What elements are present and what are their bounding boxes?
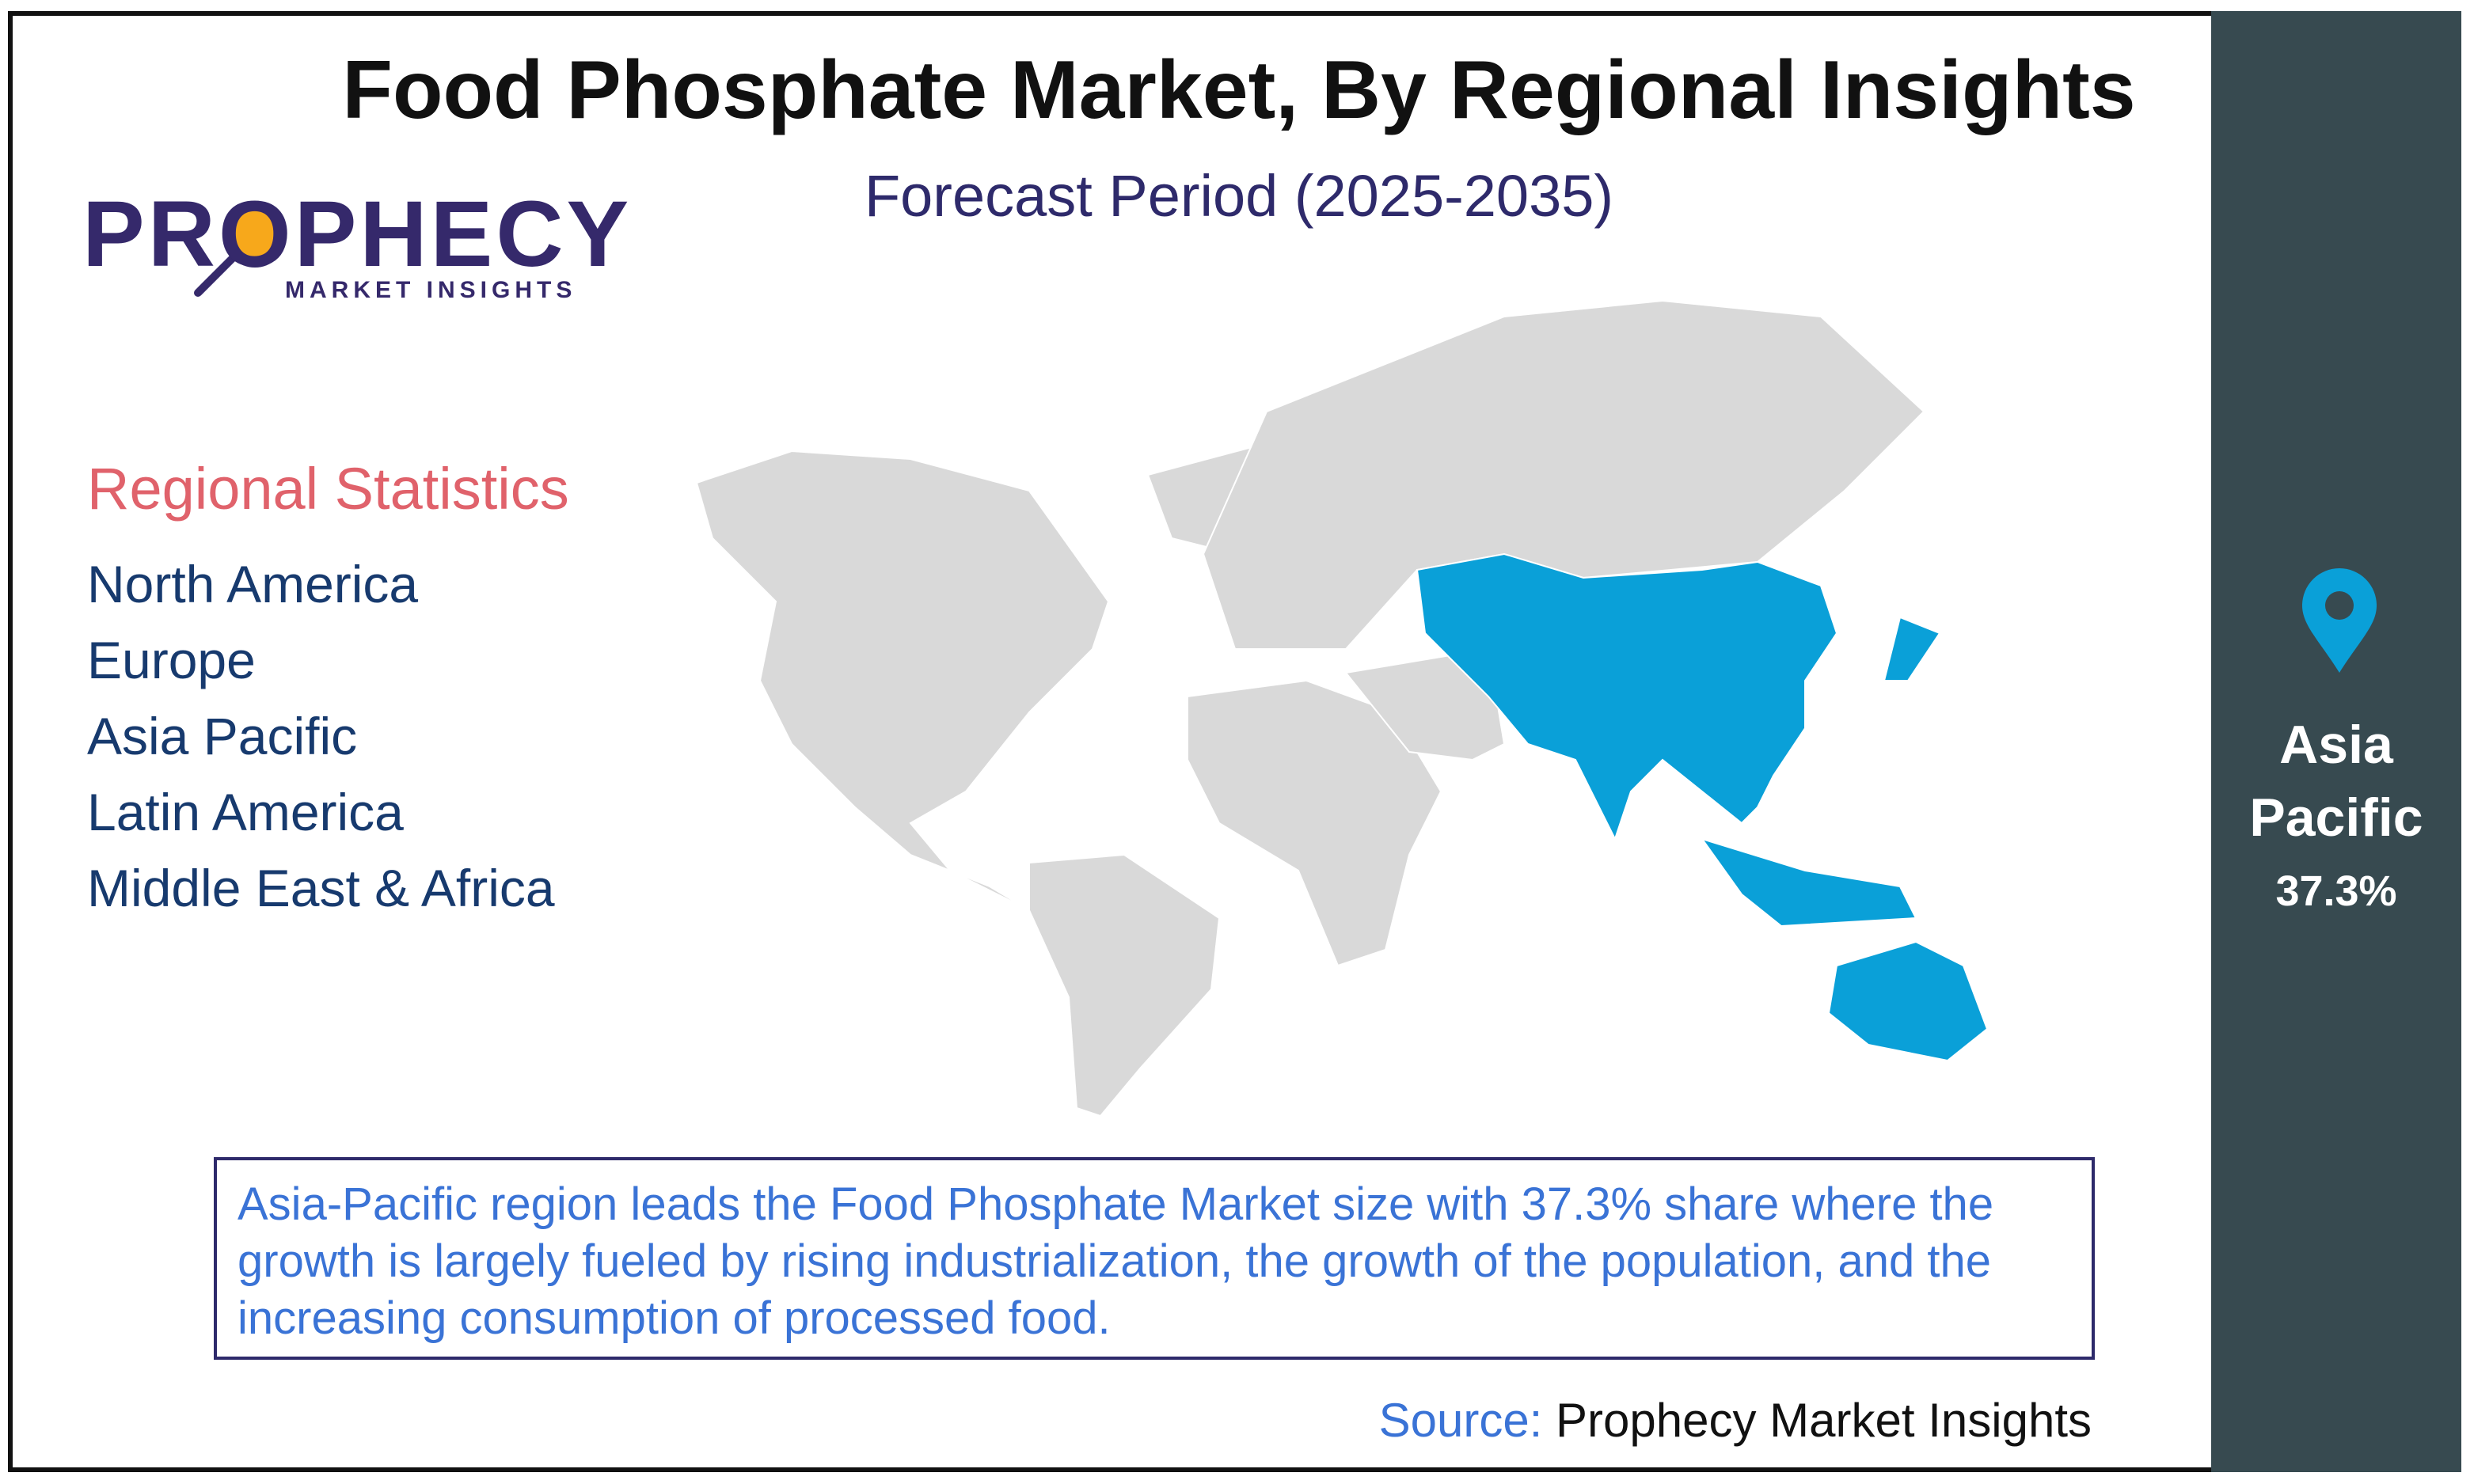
- australia: [1827, 940, 1989, 1062]
- location-pin: [2302, 568, 2377, 673]
- logo-name: PROPHECY: [82, 182, 633, 287]
- region-item: Latin America: [87, 783, 404, 841]
- region-item: Europe: [87, 631, 256, 689]
- highlight-region: Asia Pacific: [2249, 715, 2423, 848]
- south-america: [1028, 853, 1221, 1118]
- indonesia: [1700, 837, 1917, 928]
- japan: [1883, 616, 1941, 681]
- world-map: [695, 299, 1925, 1118]
- region-item: Asia Pacific: [87, 707, 358, 765]
- subtitle: Forecast Period (2025-2035): [864, 163, 1614, 229]
- title: Food Phosphate Market, By Regional Insig…: [342, 44, 2136, 136]
- source-label: Source:: [1378, 1394, 1543, 1447]
- source-name: Prophecy Market Insights: [1556, 1394, 2092, 1447]
- stats-heading: Regional Statistics: [87, 456, 569, 522]
- magnifier-lens: [223, 204, 287, 268]
- side-panel: [2211, 11, 2461, 1472]
- description: Asia-Pacific region leads the Food Phosp…: [214, 1157, 2095, 1360]
- asia: [1416, 552, 1838, 841]
- highlight-share: 37.3%: [2275, 867, 2397, 915]
- africa: [1187, 679, 1442, 967]
- region-item: North America: [87, 555, 419, 613]
- magnifier-handle: [194, 252, 238, 297]
- asia-pacific-map: [1416, 552, 1989, 1062]
- pin-hole: [2325, 591, 2354, 620]
- logo-icon: [194, 204, 287, 297]
- logo-tagline: MARKET INSIGHTS: [285, 277, 577, 303]
- region-item: Middle East & Africa: [87, 859, 555, 917]
- north-america: [695, 450, 1110, 911]
- pin-shape: [2302, 568, 2377, 673]
- europe-russia: [1202, 299, 1925, 650]
- source: Source: Prophecy Market Insights: [1379, 1393, 2092, 1448]
